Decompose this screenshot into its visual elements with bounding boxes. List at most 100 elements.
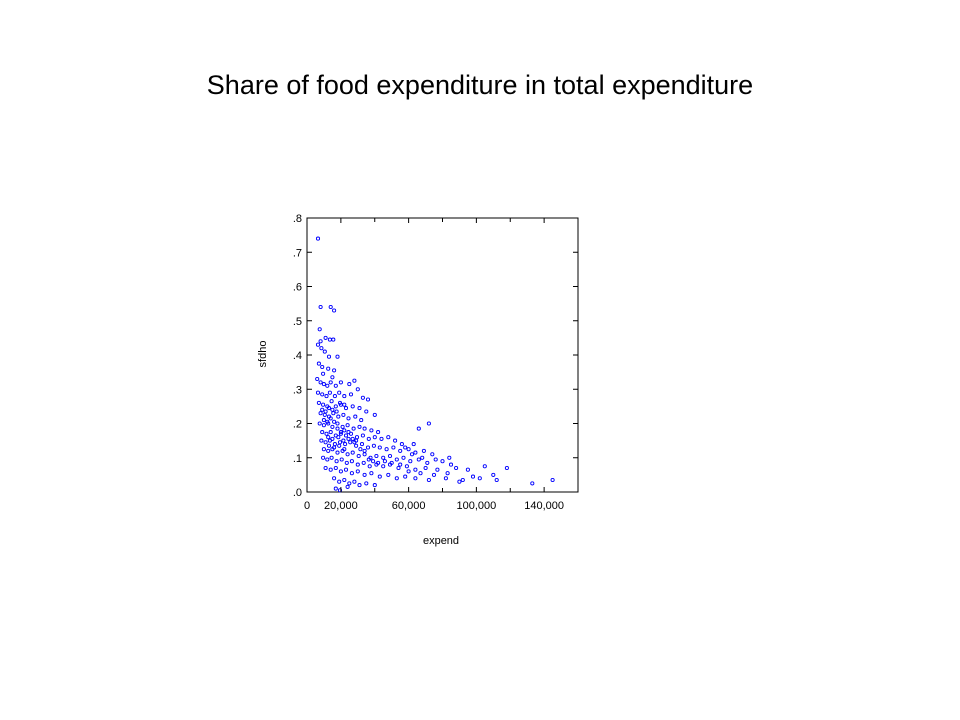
data-point	[316, 361, 321, 366]
data-point	[335, 426, 340, 431]
data-point	[352, 440, 357, 445]
data-point	[423, 465, 428, 471]
x-tick-label: 140,000	[524, 500, 564, 512]
data-point	[353, 414, 358, 419]
data-point	[320, 392, 325, 397]
x-tick-label: 0	[304, 500, 310, 512]
data-point	[445, 471, 450, 476]
x-tick-label: 60,000	[392, 500, 426, 512]
x-axis-title: expend	[423, 535, 459, 547]
x-tick-label: 20,000	[324, 500, 358, 512]
data-point	[357, 424, 362, 429]
data-point	[411, 442, 416, 447]
data-point	[387, 453, 393, 459]
data-point	[327, 390, 332, 395]
data-point	[331, 337, 336, 342]
data-point	[409, 452, 415, 457]
data-point	[494, 477, 499, 483]
data-point	[420, 455, 425, 460]
data-point	[321, 382, 326, 387]
data-point	[332, 442, 337, 447]
data-point	[340, 424, 345, 429]
data-point	[371, 443, 376, 448]
data-point	[319, 438, 324, 443]
data-point	[403, 474, 408, 479]
data-point	[326, 354, 332, 359]
data-point	[477, 476, 482, 481]
data-point	[435, 467, 440, 472]
data-point	[408, 459, 413, 464]
data-point	[328, 430, 333, 435]
data-point	[319, 346, 324, 351]
data-point	[394, 476, 399, 481]
data-point	[457, 479, 462, 484]
data-point	[413, 467, 418, 472]
y-tick-label: .6	[293, 282, 302, 294]
data-point	[399, 442, 404, 447]
data-point	[413, 476, 418, 481]
data-point	[336, 435, 341, 440]
data-point	[332, 419, 337, 424]
data-point	[421, 448, 426, 453]
data-point	[321, 371, 326, 376]
data-point	[381, 455, 386, 460]
data-point	[379, 436, 384, 441]
data-point	[344, 460, 349, 465]
data-point	[320, 430, 325, 435]
data-point	[504, 465, 509, 471]
data-point	[366, 436, 371, 441]
data-point	[342, 428, 347, 433]
data-point	[460, 477, 465, 483]
data-point	[360, 395, 365, 400]
data-point	[326, 448, 331, 453]
data-point	[396, 465, 401, 471]
data-point	[329, 455, 334, 460]
data-point	[371, 459, 376, 464]
data-point	[332, 394, 337, 399]
data-point	[318, 339, 323, 344]
data-point	[345, 452, 350, 457]
data-point	[315, 342, 321, 347]
data-point	[416, 457, 421, 462]
data-point	[352, 378, 357, 383]
data-point	[338, 431, 343, 436]
data-point	[333, 486, 338, 491]
data-point	[325, 457, 330, 462]
data-point	[398, 448, 403, 453]
data-point	[350, 436, 355, 441]
data-point	[426, 421, 431, 426]
data-point	[333, 383, 338, 388]
data-point	[372, 483, 377, 488]
data-point	[389, 460, 394, 465]
y-tick-label: .4	[293, 350, 302, 362]
data-point	[321, 455, 326, 460]
data-point	[318, 304, 323, 310]
data-point	[323, 465, 328, 471]
data-point	[328, 416, 333, 421]
data-point	[323, 440, 328, 445]
data-point	[443, 476, 448, 481]
data-point	[345, 423, 350, 428]
data-point	[384, 447, 389, 452]
data-point	[325, 383, 330, 388]
data-point	[365, 445, 371, 450]
data-point	[416, 426, 421, 431]
data-point	[393, 438, 398, 443]
data-point	[359, 418, 364, 423]
data-point	[337, 488, 343, 493]
y-tick-label: .0	[293, 487, 302, 499]
x-tick-label: 100,000	[456, 500, 496, 512]
data-point	[465, 467, 470, 472]
data-point	[320, 364, 325, 370]
data-point	[332, 368, 337, 373]
data-point	[360, 433, 365, 438]
data-point	[328, 304, 333, 310]
data-point	[350, 450, 355, 455]
data-point	[357, 483, 362, 488]
data-point	[367, 464, 372, 469]
data-point	[398, 462, 403, 467]
data-point	[347, 481, 352, 486]
data-point	[351, 426, 356, 431]
data-point	[352, 479, 357, 484]
data-point	[355, 462, 360, 467]
